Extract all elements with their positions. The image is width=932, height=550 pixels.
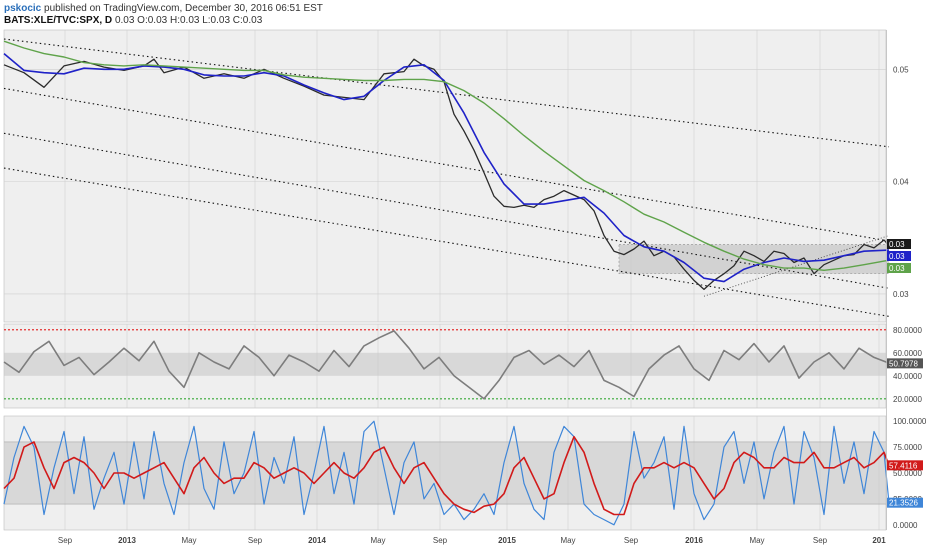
time-axis-label: 2016: [685, 536, 703, 545]
price-last-tag-box: [887, 239, 911, 249]
ohlc-values: 0.03 O:0.03 H:0.03 L:0.03 C:0.03: [114, 15, 263, 26]
ma-slow-last-tag-box: [887, 263, 911, 273]
stoch-tick-label: 100.0000: [893, 417, 927, 426]
rsi-last-tag-box: [887, 358, 923, 369]
time-axis-label: May: [181, 536, 196, 545]
stoch-tick-label: 0.0000: [893, 521, 918, 530]
time-axis-label: May: [560, 536, 575, 545]
price-tick-label: 0.04: [893, 178, 909, 187]
panel-background-0: [3, 29, 887, 323]
stoch-d-last-tag-box: [887, 460, 923, 471]
stoch-k-last-tag-box: [887, 497, 923, 508]
price-last-tag: 0.03: [889, 240, 905, 249]
series-rsi: [3, 330, 890, 400]
time-axis-label: 201: [872, 536, 886, 545]
channel-line-3: [3, 167, 890, 317]
symbol-line: BATS:XLE/TVC:SPX, D 0.03 O:0.03 H:0.03 L…: [4, 15, 323, 27]
time-axis-label: Sep: [433, 536, 448, 545]
author-link[interactable]: pskocic: [4, 3, 42, 14]
stoch-tick-label: 75.0000: [893, 443, 922, 452]
stoch-k-last-tag: 21.3526: [889, 499, 918, 508]
rsi-last-tag: 50.7978: [889, 359, 918, 368]
chart-header: pskocic published on TradingView.com, De…: [4, 3, 323, 27]
series-stoch-d: [3, 435, 890, 516]
time-axis-label: May: [749, 536, 764, 545]
channel-line-2: [3, 132, 890, 289]
time-axis-label: May: [370, 536, 385, 545]
ma-fast-last-tag-box: [887, 251, 911, 261]
channel-line-1: [3, 87, 890, 242]
rsi-tick-label: 60.0000: [893, 349, 922, 358]
ma-slow-last-tag: 0.03: [889, 264, 905, 273]
price-tick-label: 0.03: [893, 290, 909, 299]
ma-fast-last-tag: 0.03: [889, 252, 905, 261]
channel-line-0: [3, 38, 890, 148]
consolidation-range-box: [618, 244, 890, 275]
time-axis-label: Sep: [248, 536, 263, 545]
time-axis-label: 2013: [118, 536, 136, 545]
series-ma_fast: [3, 52, 890, 283]
rsi-tick-label: 80.0000: [893, 326, 922, 335]
time-axis-label: Sep: [813, 536, 828, 545]
time-axis-label: Sep: [624, 536, 639, 545]
stoch-d-last-tag: 57.4116: [889, 461, 918, 470]
price-tick-label: 0.05: [893, 65, 909, 74]
series-stoch-k: [3, 420, 890, 526]
publish-line: pskocic published on TradingView.com, De…: [4, 3, 323, 15]
stoch-tick-label: 50.0000: [893, 469, 922, 478]
support-trendline: [703, 235, 890, 297]
time-axis-label: Sep: [58, 536, 73, 545]
time-axis-label: 2014: [308, 536, 326, 545]
symbol-label[interactable]: BATS:XLE/TVC:SPX, D: [4, 15, 113, 26]
publish-info: published on TradingView.com, December 3…: [44, 3, 323, 14]
rsi-tick-label: 40.0000: [893, 372, 922, 381]
time-axis-label: 2015: [498, 536, 516, 545]
series-ma_slow: [3, 40, 890, 271]
rsi-tick-label: 20.0000: [893, 395, 922, 404]
